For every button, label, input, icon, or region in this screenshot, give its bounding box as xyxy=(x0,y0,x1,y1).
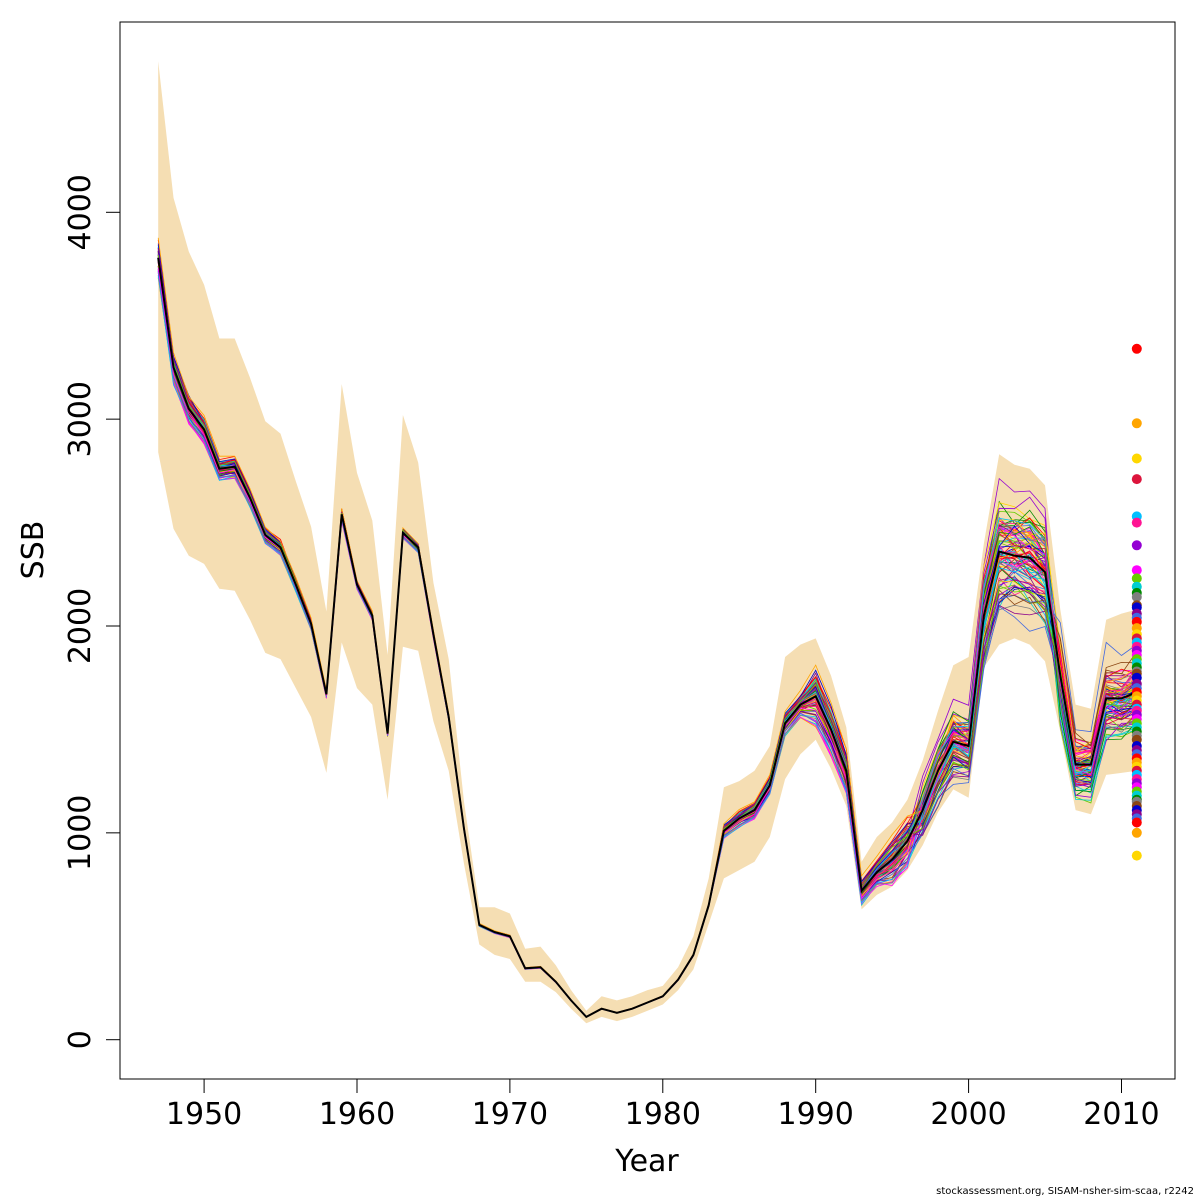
x-tick-label-1960: 1960 xyxy=(319,1097,395,1132)
y-axis-title: SSB xyxy=(16,521,51,580)
y-tick-label-2000: 2000 xyxy=(63,588,98,664)
x-tick-label-1990: 1990 xyxy=(778,1097,854,1132)
y-axis: 0 1000 2000 3000 4000 xyxy=(63,174,120,1049)
x-tick-label-1980: 1980 xyxy=(625,1097,701,1132)
endpoint-marker-6 xyxy=(1131,517,1142,528)
endpoint-marker-4 xyxy=(1131,474,1142,485)
main-series xyxy=(157,257,1138,1019)
endpoint-marker-7 xyxy=(1131,540,1142,551)
plot-frame xyxy=(119,21,1176,1080)
band-area xyxy=(158,61,1137,1024)
y-tick-label-3000: 3000 xyxy=(63,381,98,457)
footnote: stockassessment.org, SISAM-nsher-sim-sca… xyxy=(936,1186,1194,1197)
endpoint-marker-3 xyxy=(1131,453,1142,464)
x-tick-label-1950: 1950 xyxy=(166,1097,242,1132)
y-tick-label-1000: 1000 xyxy=(63,795,98,871)
endpoint-marker-65 xyxy=(1131,817,1142,828)
endpoint-marker-1 xyxy=(1131,343,1142,354)
x-tick-label-1970: 1970 xyxy=(472,1097,548,1132)
x-axis-title: Year xyxy=(614,1144,679,1179)
endpoint-marker-66 xyxy=(1131,827,1142,838)
endpoint-marker-2 xyxy=(1131,418,1142,429)
y-tick-label-0: 0 xyxy=(63,1030,98,1049)
x-axis: 1950 1960 1970 1980 1990 2000 2010 xyxy=(166,1079,1160,1132)
endpoint-marker-67 xyxy=(1131,850,1142,861)
y-tick-label-4000: 4000 xyxy=(63,174,98,250)
endpoint-markers xyxy=(1131,343,1142,861)
endpoint-marker-8 xyxy=(1131,565,1142,576)
x-tick-label-2010: 2010 xyxy=(1083,1097,1159,1132)
endpoint-marker-12 xyxy=(1131,592,1142,602)
endpoint-marker-9 xyxy=(1131,573,1142,584)
ssb-line xyxy=(157,257,1138,1019)
x-tick-label-2000: 2000 xyxy=(930,1097,1006,1132)
confidence-band xyxy=(158,61,1137,1024)
